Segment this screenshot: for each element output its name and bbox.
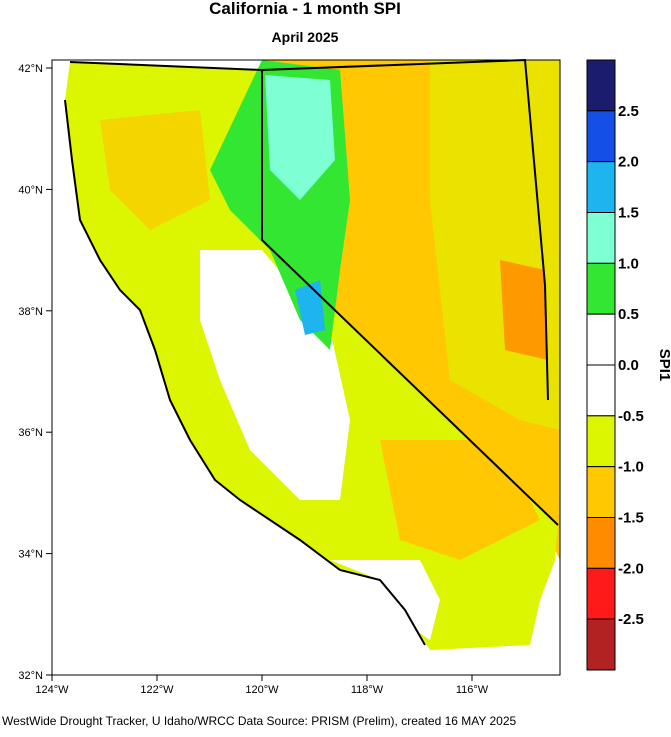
lat-label: 42°N	[18, 63, 43, 75]
subtitle: April 2025	[272, 29, 339, 45]
colorbar-title: SPI1	[656, 349, 671, 382]
state-border	[69, 61, 559, 526]
colorbar-swatch	[586, 110, 616, 163]
colorbar-swatch	[586, 212, 616, 264]
lat-label: 36°N	[18, 427, 43, 439]
colorbar-swatch	[586, 313, 616, 366]
colorbar-swatch	[586, 262, 616, 315]
lon-label: 118°W	[351, 684, 384, 696]
colorbar-swatch	[586, 466, 616, 518]
coastline	[64, 99, 426, 646]
lon-label: 116°W	[456, 684, 489, 696]
lat-label: 34°N	[18, 549, 43, 561]
colorbar-label: 0.0	[618, 357, 639, 374]
colorbar-label: 2.5	[618, 103, 639, 120]
colorbar-label: -2.0	[618, 560, 644, 577]
colorbar-label: -0.5	[618, 408, 644, 425]
lat-label: 38°N	[18, 306, 43, 318]
lon-label: 124°W	[35, 684, 69, 696]
colorbar-swatch	[586, 517, 616, 569]
colorbar-swatch	[586, 415, 616, 468]
colorbar-label: 0.5	[618, 306, 639, 323]
lon-label: 122°W	[140, 684, 174, 696]
colorbar-label: -2.5	[618, 611, 644, 628]
state-border	[261, 58, 549, 401]
orange-patch	[500, 260, 548, 360]
colorbar-label: 1.0	[618, 255, 639, 272]
title: California - 1 month SPI	[209, 0, 401, 18]
colorbar-label: -1.0	[618, 459, 644, 476]
colorbar-label: 2.0	[618, 154, 639, 171]
colorbar-label: 1.5	[618, 205, 639, 222]
map	[51, 58, 561, 676]
colorbar-swatch	[586, 364, 616, 417]
sierra-aqua	[265, 75, 335, 200]
map-ticks: 42°N 40°N 38°N 36°N 34°N 32°N 124°W 122°W 120°W 1…	[18, 63, 488, 696]
san-diego-white	[330, 560, 440, 640]
map-frame	[51, 59, 561, 676]
footer: WestWide Drought Tracker, U Idaho/WRCC D…	[2, 714, 517, 728]
north-coast-patch	[100, 110, 210, 230]
colorbar-label: -1.5	[618, 510, 644, 527]
colorbar-swatch	[586, 161, 616, 214]
colorbar-swatch	[586, 567, 616, 620]
colorbar-swatch	[586, 618, 616, 671]
colorbar-swatch	[586, 59, 616, 112]
lat-label: 32°N	[18, 670, 43, 682]
lon-label: 120°W	[245, 684, 279, 696]
lat-label: 40°N	[18, 184, 43, 196]
colorbar: 2.5 2.0 1.5 1.0 0.5 0.0 -0.5 -1.0 -1.5 -2.0 -2.5	[586, 59, 644, 671]
